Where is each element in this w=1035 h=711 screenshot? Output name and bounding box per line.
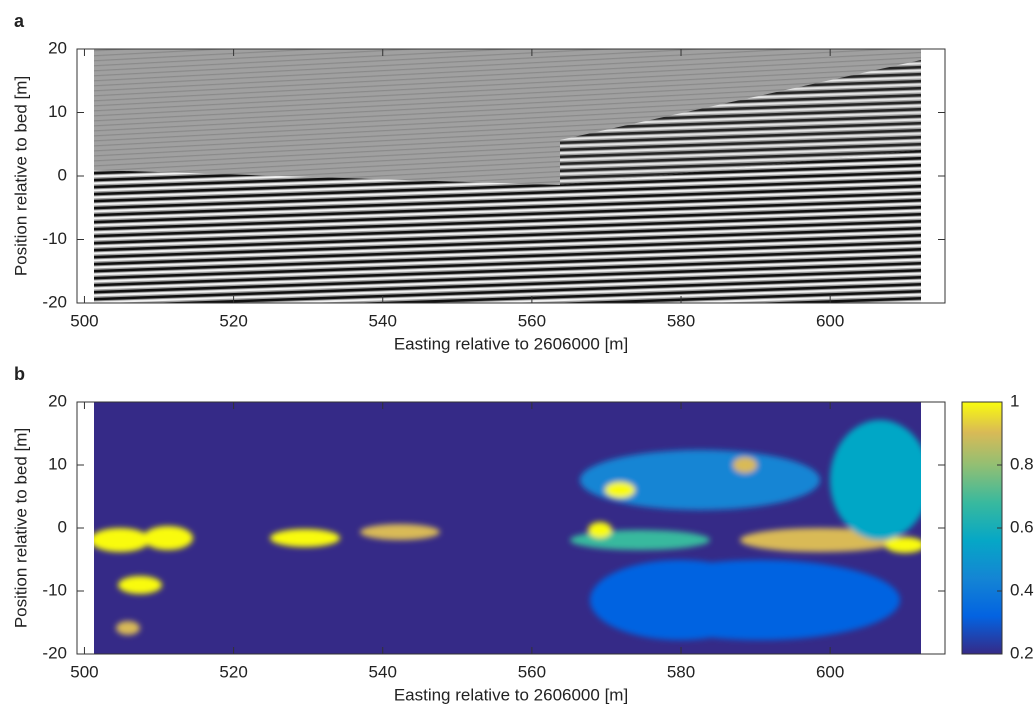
y-tick-label: -10 (42, 229, 67, 248)
y-tick-label: 10 (48, 102, 67, 121)
panel-label: a (14, 11, 25, 31)
blob (588, 522, 612, 538)
y-axis-label: Position relative to bed [m] (11, 76, 30, 276)
blob (830, 420, 921, 540)
colorbar-tick-label: 0.2 (1010, 643, 1034, 662)
blob (116, 621, 140, 635)
x-tick-label: 600 (816, 662, 844, 681)
y-tick-label: 0 (58, 517, 67, 536)
blob (143, 526, 193, 550)
x-tick-label: 520 (219, 662, 247, 681)
x-axis-label: Easting relative to 2606000 [m] (394, 685, 628, 704)
x-tick-label: 540 (369, 311, 397, 330)
blob (94, 528, 150, 552)
image-texture (94, 60, 921, 303)
y-tick-label: 0 (58, 165, 67, 184)
y-tick-label: -20 (42, 292, 67, 311)
x-tick-label: 500 (70, 662, 98, 681)
x-tick-label: 520 (219, 311, 247, 330)
blob (360, 524, 440, 540)
blob (590, 560, 770, 640)
blob (733, 457, 757, 473)
blob (580, 450, 820, 510)
colorbar (961, 401, 1003, 655)
x-tick-label: 500 (70, 311, 98, 330)
blob (118, 576, 162, 594)
x-axis-label: Easting relative to 2606000 [m] (394, 334, 628, 353)
blob (605, 482, 635, 498)
y-tick-label: -20 (42, 643, 67, 662)
x-tick-label: 560 (518, 311, 546, 330)
y-tick-label: 20 (48, 391, 67, 410)
colorbar-tick-label: 0.6 (1010, 517, 1034, 536)
y-tick-label: 20 (48, 38, 67, 57)
y-tick-label: -10 (42, 580, 67, 599)
x-tick-label: 580 (667, 311, 695, 330)
blob (885, 537, 921, 553)
panel-label: b (14, 364, 25, 384)
x-tick-label: 600 (816, 311, 844, 330)
reflector-band (94, 150, 921, 303)
x-tick-label: 580 (667, 662, 695, 681)
y-tick-label: 10 (48, 454, 67, 473)
colorbar-tick-label: 0.8 (1010, 454, 1034, 473)
blob (270, 529, 340, 547)
x-tick-label: 560 (518, 662, 546, 681)
colorbar-tick-label: 0.4 (1010, 580, 1034, 599)
reflector-band (560, 60, 921, 185)
y-axis-label: Position relative to bed [m] (11, 428, 30, 628)
colorbar-tick-label: 1 (1010, 391, 1019, 410)
x-tick-label: 540 (369, 662, 397, 681)
image-texture (94, 420, 921, 640)
